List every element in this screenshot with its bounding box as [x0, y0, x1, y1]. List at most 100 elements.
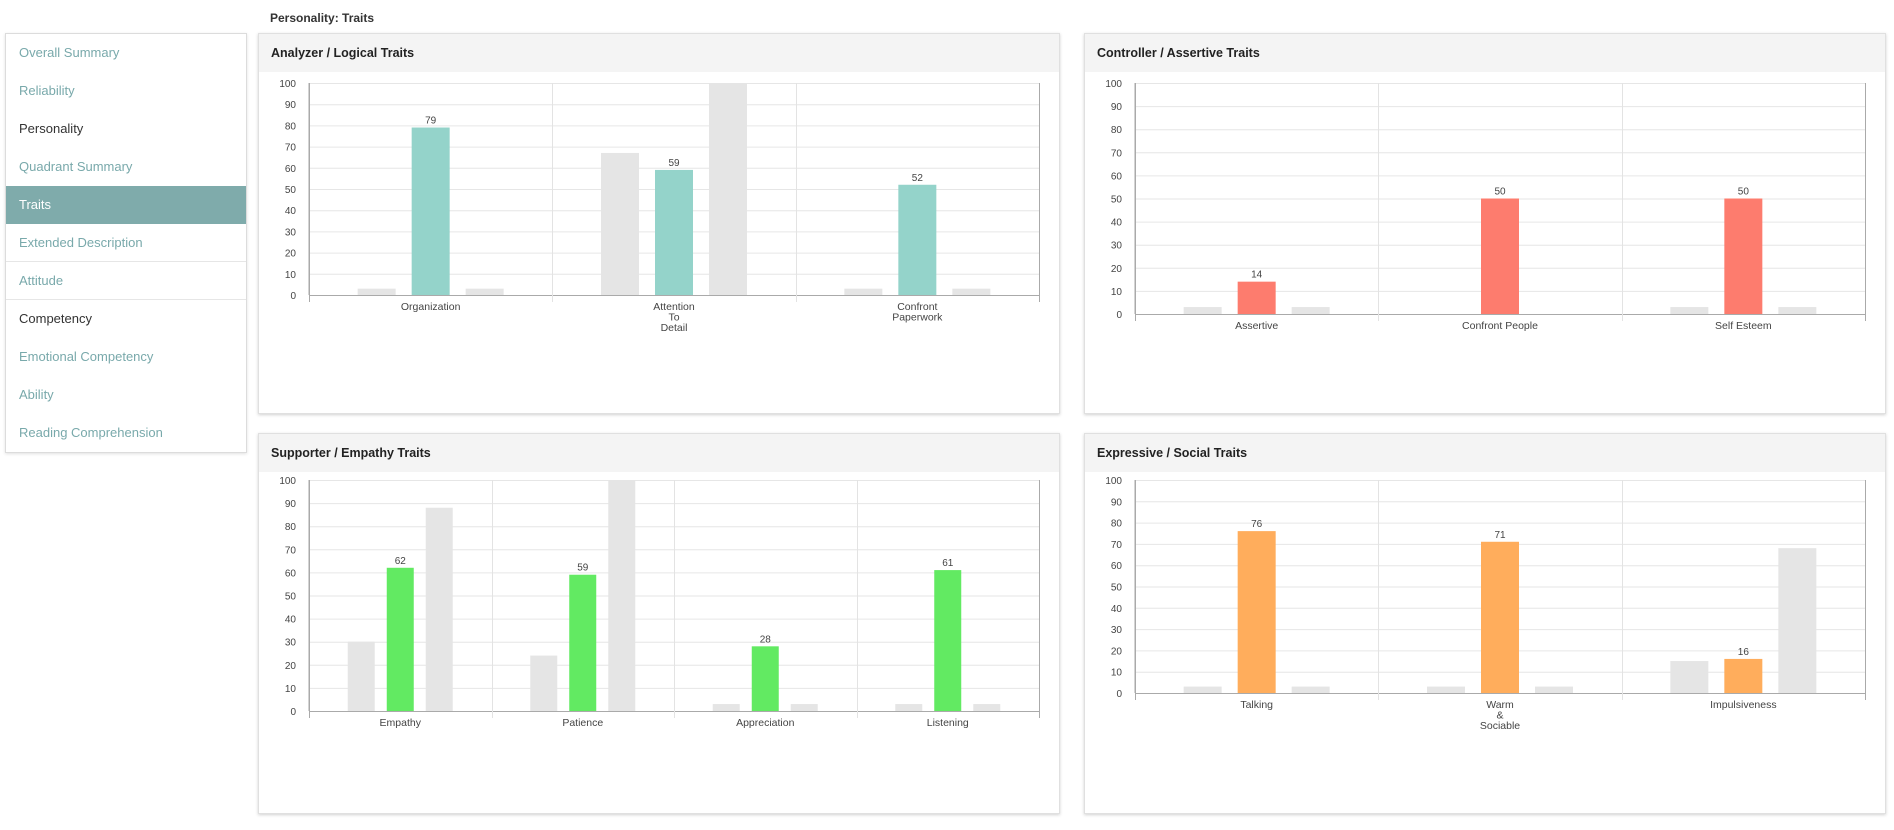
y-tick-label: 70 [285, 545, 297, 556]
score-value-label: 16 [1738, 647, 1750, 658]
score-bar [1724, 658, 1763, 693]
score-value-label: 79 [425, 116, 437, 127]
category-label: Appreciation [736, 717, 795, 729]
y-tick-label: 10 [285, 270, 297, 281]
sidebar-item-attitude[interactable]: Attitude [6, 262, 246, 300]
y-tick-label: 20 [285, 661, 297, 672]
analyzer-traits-chart: 0 10 20 30 40 50 60 70 80 90 100 79 Organization 59 At… [279, 79, 1040, 334]
sidebar-item-reading-comprehension[interactable]: Reading Comprehension [19, 425, 163, 440]
panel-title: Expressive / Social Traits [1085, 434, 1885, 472]
score-value-label: 59 [577, 563, 589, 574]
y-tick-label: 100 [279, 476, 296, 487]
score-bar [655, 169, 693, 295]
score-value-label: 59 [668, 158, 680, 169]
category-label: Self Esteem [1715, 320, 1772, 332]
category-label: Patience [562, 717, 603, 729]
sidebar-item-traits[interactable]: Traits [6, 186, 246, 224]
category-label: Attention [653, 301, 695, 313]
sidebar-item-competency[interactable]: Competency [19, 311, 92, 326]
y-tick-label: 80 [1111, 125, 1123, 136]
controller-traits-panel: Controller / Assertive Traits 0 10 20 30 40 5… [1084, 33, 1886, 414]
comparison-bar-low [1183, 307, 1222, 314]
sidebar-item-emotional-competency[interactable]: Emotional Competency [19, 349, 154, 364]
y-tick-label: 70 [285, 143, 297, 154]
score-bar [1481, 198, 1519, 314]
comparison-bar-low [1670, 661, 1709, 693]
comparison-bar-high [465, 288, 504, 295]
category-label: Empathy [380, 717, 422, 729]
score-value-label: 50 [1738, 187, 1750, 198]
comparison-bar-low [844, 288, 883, 295]
page-title: Personality: Traits [270, 11, 375, 25]
score-value-label: 28 [760, 634, 772, 645]
y-tick-label: 90 [285, 499, 297, 510]
comparison-bar-high [973, 704, 1001, 711]
sidebar-item-quadrant-summary[interactable]: Quadrant Summary [19, 159, 133, 174]
y-tick-label: 60 [285, 164, 297, 175]
panel-title: Controller / Assertive Traits [1085, 34, 1885, 72]
comparison-bar-low [712, 704, 740, 711]
comparison-bar-high [425, 507, 453, 711]
category-label: Organization [401, 301, 461, 313]
comparison-bar-high [790, 704, 818, 711]
comparison-bar-low [530, 655, 558, 711]
comparison-bar-low [1183, 686, 1222, 693]
supporter-traits-panel: Supporter / Empathy Traits 0 10 20 30 40 50 60… [258, 433, 1060, 814]
y-tick-label: 50 [1111, 195, 1123, 206]
comparison-bar-high [1291, 686, 1330, 693]
y-tick-label: 0 [290, 291, 296, 302]
y-tick-label: 20 [1111, 646, 1123, 657]
score-bar [1237, 281, 1276, 314]
score-value-label: 52 [912, 173, 924, 184]
sidebar-item-reliability[interactable]: Reliability [19, 83, 75, 98]
category-label: Impulsiveness [1710, 699, 1777, 711]
y-tick-label: 10 [1111, 287, 1123, 298]
comparison-bar-high [709, 83, 747, 295]
y-tick-label: 100 [1105, 476, 1122, 487]
supporter-traits-chart: 0 10 20 30 40 50 60 70 80 90 100 62 Empathy 59 Patienc… [279, 476, 1040, 729]
score-bar [1237, 531, 1276, 693]
analyzer-traits-panel: Analyzer / Logical Traits 0 10 20 30 40 50 60 7… [258, 33, 1060, 414]
sidebar-item-overall-summary[interactable]: Overall Summary [19, 45, 120, 60]
comparison-bar-high [1778, 307, 1817, 314]
score-bar [934, 570, 962, 711]
y-tick-label: 40 [285, 615, 297, 626]
category-label: Talking [1240, 699, 1273, 711]
sidebar-nav: Overall Summary Reliability Personality … [5, 33, 247, 453]
score-value-label: 62 [395, 556, 407, 567]
y-tick-label: 70 [1111, 540, 1123, 551]
controller-traits-chart: 0 10 20 30 40 50 60 70 80 90 100 14 Assertive 50 Confr… [1105, 79, 1866, 332]
category-label: Paperwork [892, 312, 943, 324]
score-bar [1724, 198, 1763, 314]
y-tick-label: 10 [1111, 668, 1123, 679]
comparison-bar-high [1778, 548, 1817, 693]
y-tick-label: 40 [1111, 218, 1123, 229]
panel-title: Analyzer / Logical Traits [259, 34, 1059, 72]
y-tick-label: 90 [1111, 102, 1123, 113]
comparison-bar-high [952, 288, 991, 295]
comparison-bar-low [347, 641, 375, 711]
sidebar-item-extended-description[interactable]: Extended Description [6, 224, 246, 262]
comparison-bar-low [357, 288, 396, 295]
y-tick-label: 20 [285, 249, 297, 260]
category-label: Assertive [1235, 320, 1278, 332]
score-bar [569, 574, 597, 711]
score-value-label: 61 [942, 558, 954, 569]
sidebar-item-personality[interactable]: Personality [19, 121, 84, 136]
y-tick-label: 50 [285, 592, 297, 603]
y-tick-label: 90 [1111, 497, 1123, 508]
comparison-bar-low [1427, 686, 1465, 693]
y-tick-label: 30 [285, 638, 297, 649]
y-tick-label: 60 [1111, 171, 1123, 182]
sidebar-item-ability[interactable]: Ability [19, 387, 54, 402]
y-tick-label: 80 [285, 121, 297, 132]
score-bar [1481, 541, 1519, 693]
y-tick-label: 0 [1116, 689, 1122, 700]
panel-title: Supporter / Empathy Traits [259, 434, 1059, 472]
y-tick-label: 30 [1111, 625, 1123, 636]
y-tick-label: 40 [1111, 604, 1123, 615]
score-value-label: 14 [1251, 270, 1263, 281]
y-tick-label: 40 [285, 206, 297, 217]
category-label: Warm [1486, 699, 1514, 711]
category-label: To [668, 312, 679, 324]
